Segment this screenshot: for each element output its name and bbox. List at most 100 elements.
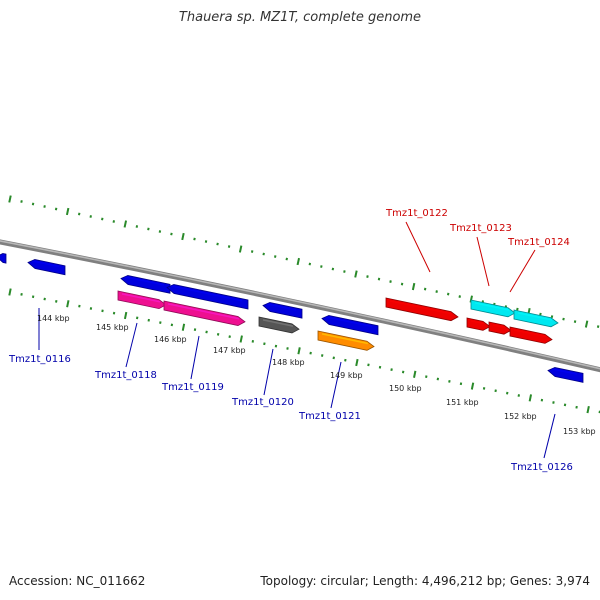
- gene-label-tmz1t-0122[interactable]: Tmz1t_0122: [385, 208, 448, 219]
- scale-labels: 144 kbp 145 kbp 146 kbp 147 kbp 148 kbp …: [37, 314, 596, 436]
- forward-tick: [65, 207, 70, 216]
- leader-0120: [263, 348, 274, 396]
- gene-arrow-tmz1t-0119[interactable]: [163, 300, 246, 326]
- scale-label-145: 145 kbp: [96, 323, 129, 332]
- scale-label-146: 146 kbp: [154, 335, 187, 344]
- gene-arrow-edge-left[interactable]: [0, 253, 7, 264]
- gene-label-tmz1t-0121[interactable]: Tmz1t_0121: [298, 411, 361, 422]
- forward-tick: [343, 270, 346, 273]
- gene-label-tmz1t-0120[interactable]: Tmz1t_0120: [231, 397, 294, 408]
- gene-label-tmz1t-0126[interactable]: Tmz1t_0126: [510, 462, 573, 473]
- forward-strand-ticks: [8, 195, 600, 328]
- scale-label-148: 148 kbp: [272, 358, 305, 367]
- forward-tick: [135, 225, 139, 228]
- leader-0119: [190, 335, 200, 380]
- reverse-tick: [239, 335, 243, 343]
- gene-label-tmz1t-0118[interactable]: Tmz1t_0118: [94, 370, 157, 381]
- forward-tick: [366, 275, 369, 278]
- forward-tick: [411, 282, 416, 291]
- leader-0123: [476, 236, 490, 287]
- leader-0126: [543, 413, 556, 459]
- forward-tick: [573, 320, 577, 323]
- forward-tick: [596, 325, 600, 328]
- reverse-tick: [586, 405, 590, 414]
- forward-tick: [8, 195, 12, 203]
- reverse-tick: [181, 323, 186, 331]
- leader-0121: [330, 361, 342, 409]
- gene-labels[interactable]: Tmz1t_0116 Tmz1t_0118 Tmz1t_0119 Tmz1t_0…: [8, 208, 573, 473]
- gene-arrow-tmz1t-0118[interactable]: [117, 290, 167, 310]
- gene-arrow-tmz1t-0123a[interactable]: [470, 299, 516, 318]
- label-leader-lines: [38, 221, 556, 459]
- reverse-tick: [355, 358, 359, 367]
- scale-label-152: 152 kbp: [504, 412, 537, 421]
- gene-label-tmz1t-0119[interactable]: Tmz1t_0119: [161, 382, 224, 393]
- reverse-tick: [470, 382, 475, 390]
- forward-tick: [320, 265, 323, 268]
- gene-label-tmz1t-0123[interactable]: Tmz1t_0123: [449, 223, 512, 234]
- forward-tick: [147, 227, 150, 231]
- gene-arrow-tmz1t-0124[interactable]: [509, 326, 553, 344]
- gene-features[interactable]: [0, 253, 584, 383]
- forward-tick: [296, 257, 301, 266]
- gene-arrow-tmz1t-0121[interactable]: [317, 330, 375, 351]
- forward-tick: [446, 292, 450, 296]
- forward-tick: [170, 232, 173, 236]
- gene-label-tmz1t-0116[interactable]: Tmz1t_0116: [8, 354, 71, 365]
- forward-tick: [458, 295, 461, 298]
- gene-arrow-tmz1t-0120-upper[interactable]: [262, 302, 303, 319]
- leader-0124: [509, 249, 536, 293]
- gene-arrow-tmz1t-0122[interactable]: [385, 297, 459, 322]
- forward-tick: [285, 257, 288, 261]
- forward-tick: [181, 232, 185, 241]
- gene-arrow-tmz1t-0121-upper[interactable]: [321, 315, 379, 336]
- topology-text: Topology: circular; Length: 4,496,212 bp…: [260, 574, 590, 588]
- forward-tick: [77, 212, 81, 216]
- gene-arrow-tmz1t-0120[interactable]: [258, 316, 300, 334]
- gene-arrow-tmz1t-0116[interactable]: [27, 259, 66, 276]
- forward-tick: [377, 277, 381, 281]
- reverse-tick: [528, 394, 533, 402]
- forward-tick: [273, 255, 277, 258]
- forward-tick: [435, 290, 438, 293]
- forward-tick: [31, 202, 35, 206]
- scale-label-150: 150 kbp: [389, 384, 422, 393]
- forward-tick: [112, 220, 116, 223]
- gene-label-tmz1t-0124[interactable]: Tmz1t_0124: [507, 237, 570, 248]
- gene-arrow-tmz1t-0123c[interactable]: [488, 321, 512, 335]
- forward-tick: [400, 282, 404, 286]
- gene-arrow-tmz1t-0126[interactable]: [547, 367, 584, 383]
- forward-tick: [89, 215, 92, 218]
- forward-tick: [101, 217, 104, 221]
- reverse-tick: [123, 311, 128, 320]
- forward-tick: [227, 245, 231, 248]
- forward-tick: [389, 280, 392, 283]
- forward-tick: [550, 315, 554, 318]
- forward-tick: [423, 287, 427, 291]
- reverse-strand-ticks: [8, 288, 600, 414]
- forward-tick: [250, 250, 254, 253]
- reverse-tick: [297, 347, 301, 355]
- forward-tick: [204, 240, 208, 243]
- gene-arrow-tmz1t-0117[interactable]: [120, 275, 171, 294]
- forward-tick: [354, 270, 358, 278]
- leader-0122: [405, 221, 431, 273]
- scale-label-151: 151 kbp: [446, 398, 479, 407]
- reverse-tick: [8, 288, 12, 296]
- scale-label-144: 144 kbp: [37, 314, 70, 323]
- genome-title: Thauera sp. MZ1T, complete genome: [178, 10, 422, 25]
- forward-tick: [193, 237, 196, 241]
- gene-arrow-tmz1t-0123b[interactable]: [513, 309, 559, 328]
- forward-tick: [308, 262, 312, 266]
- forward-tick: [158, 230, 162, 233]
- forward-tick: [54, 207, 58, 211]
- scale-label-149: 149 kbp: [330, 371, 363, 380]
- gene-arrow-tmz1t-0117b[interactable]: [166, 284, 249, 310]
- gene-arrow-tmz1t-0123[interactable]: [466, 317, 491, 331]
- reverse-tick: [413, 370, 417, 378]
- forward-tick: [20, 200, 23, 203]
- forward-tick: [262, 252, 265, 256]
- forward-tick: [562, 317, 565, 321]
- forward-tick: [216, 242, 219, 246]
